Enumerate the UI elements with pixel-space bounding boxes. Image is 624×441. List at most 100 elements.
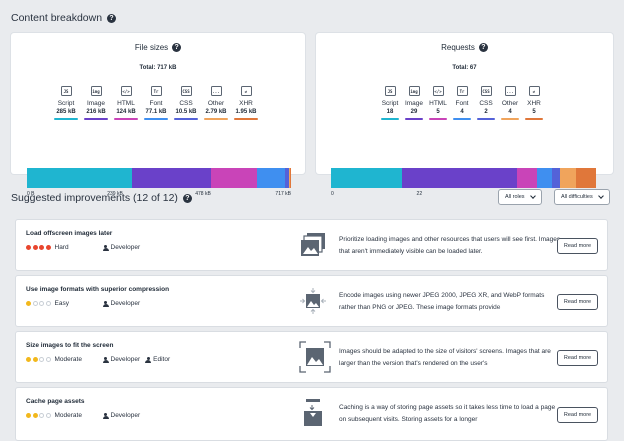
- type-html: </> HTML 5: [426, 86, 450, 120]
- type-color-line: [144, 118, 168, 120]
- request-type-legend: JS Script 18 img Image 29 </> HTML 5 Tr Font 4 CSS CS…: [378, 86, 546, 120]
- type-color-line: [429, 118, 447, 120]
- difficulty-dot: [32, 413, 38, 418]
- type-color-line: [174, 118, 198, 120]
- read-more-button[interactable]: Read more: [557, 238, 598, 254]
- type-script: JS Script 18: [378, 86, 402, 120]
- type-xhr: ⇄ XHR 1.95 kB: [231, 86, 261, 120]
- difficulties-filter[interactable]: All difficulties: [554, 189, 610, 205]
- difficulty-label: Moderate: [54, 412, 82, 419]
- other-file-icon: ...: [504, 86, 516, 96]
- type-color-line: [405, 118, 423, 120]
- roles-filter-label: All roles: [505, 194, 525, 200]
- bar-segment-image: [402, 168, 517, 188]
- type-name: Font: [455, 100, 469, 107]
- axis-tick: 0: [331, 191, 334, 197]
- content-breakdown-title: Content breakdown: [11, 12, 103, 24]
- improvement-description: Encode images using newer JPEG 2000, JPE…: [339, 290, 561, 314]
- type-name: XHR: [527, 100, 541, 107]
- html-file-icon: </>: [120, 86, 132, 96]
- difficulty-dot: [32, 301, 38, 306]
- bar-segment-script: [331, 168, 403, 188]
- type-css: CSS CSS 2: [474, 86, 498, 120]
- script-file-icon: JS: [384, 86, 396, 96]
- difficulty-dot: [39, 301, 44, 306]
- difficulty-dot: [45, 357, 51, 362]
- role-name: Developer: [110, 412, 141, 419]
- improvement-card: Cache page assets Moderate Developer Cachin…: [15, 387, 608, 441]
- improvement-meta: Easy Developer: [26, 300, 145, 307]
- type-value: 124 kB: [116, 109, 136, 115]
- difficulty-dot: [26, 245, 31, 250]
- type-name: Other: [501, 100, 519, 107]
- type-font: Tr Font 77.1 kB: [141, 86, 171, 120]
- type-color-line: [501, 118, 519, 120]
- difficulty-dot: [32, 357, 38, 362]
- person-icon: [102, 412, 109, 419]
- help-icon[interactable]: ?: [478, 43, 488, 52]
- image-file-icon: img: [408, 86, 420, 96]
- read-more-button[interactable]: Read more: [557, 350, 598, 366]
- bar-segment-font: [256, 168, 286, 188]
- difficulty-dot: [26, 413, 31, 418]
- type-name: Script: [381, 100, 399, 107]
- type-color-line: [477, 118, 495, 120]
- text-fade: [491, 358, 561, 370]
- help-icon[interactable]: ?: [172, 43, 182, 52]
- role-tag: Developer: [102, 300, 141, 307]
- type-value: 285 kB: [56, 109, 76, 115]
- difficulty-dot: [26, 357, 31, 362]
- css-file-icon: CSS: [480, 86, 492, 96]
- improvement-card: Load offscreen images later Hard Developer…: [15, 219, 608, 271]
- type-html: </> HTML 124 kB: [111, 86, 141, 120]
- text-fade: [491, 414, 561, 426]
- description-text: Caching is a way of storing page assets …: [339, 404, 556, 423]
- text-fade: [491, 302, 561, 314]
- axis-tick: 0 B: [27, 191, 35, 197]
- improvement-meta: Moderate Developer: [26, 412, 145, 419]
- chevron-down-icon: [597, 192, 604, 199]
- type-value: 2: [484, 109, 488, 115]
- file-sizes-total: Total: 717 kB: [139, 65, 177, 71]
- help-icon[interactable]: ?: [107, 13, 117, 23]
- type-name: Font: [149, 100, 163, 107]
- type-color-line: [381, 118, 399, 120]
- type-name: HTML: [429, 100, 447, 107]
- improvement-card: Size images to fit the screen Moderate Dev…: [15, 331, 608, 383]
- role-name: Developer: [110, 356, 141, 363]
- type-value: 4: [460, 109, 464, 115]
- person-icon: [102, 244, 109, 251]
- read-more-button[interactable]: Read more: [557, 407, 598, 423]
- improvements-heading: Suggested improvements (12 of 12) ?: [11, 192, 192, 204]
- difficulty-dot: [32, 245, 38, 250]
- type-value: 77.1 kB: [145, 109, 167, 115]
- type-name: CSS: [179, 100, 193, 107]
- type-value: 10.5 kB: [175, 109, 197, 115]
- bar-segment-html: [211, 168, 257, 188]
- difficulty-label: Easy: [54, 300, 69, 307]
- difficulty-label: Moderate: [54, 356, 82, 363]
- role-name: Developer: [110, 300, 141, 307]
- type-css: CSS CSS 10.5 kB: [171, 86, 201, 120]
- type-font: Tr Font 4: [450, 86, 474, 120]
- description-text: Prioritize loading images and other reso…: [339, 236, 561, 255]
- help-icon[interactable]: ?: [182, 193, 192, 203]
- read-more-button[interactable]: Read more: [557, 294, 598, 310]
- type-name: Image: [86, 100, 106, 107]
- improvement-card: Use image formats with superior compress…: [15, 275, 608, 327]
- roles-filter[interactable]: All roles: [498, 189, 542, 205]
- improvement-title: Load offscreen images later: [26, 230, 113, 237]
- difficulty-dot: [26, 301, 31, 306]
- person-icon: [102, 356, 109, 363]
- file-sizes-title: File sizes: [134, 43, 169, 52]
- requests-card: Requests ? Total: 67 JS Script 18 img Image 2…: [316, 33, 613, 197]
- improvement-description: Caching is a way of storing page assets …: [339, 402, 561, 426]
- bar-segment-font: [536, 168, 553, 188]
- type-color-line: [234, 118, 258, 120]
- difficulty-dot: [45, 245, 51, 250]
- axis-tick: 478 kB: [195, 191, 211, 197]
- improvement-title: Cache page assets: [26, 398, 85, 405]
- type-color-line: [525, 118, 543, 120]
- role-tag: Developer: [102, 356, 141, 363]
- type-other: ... Other 4: [498, 86, 522, 120]
